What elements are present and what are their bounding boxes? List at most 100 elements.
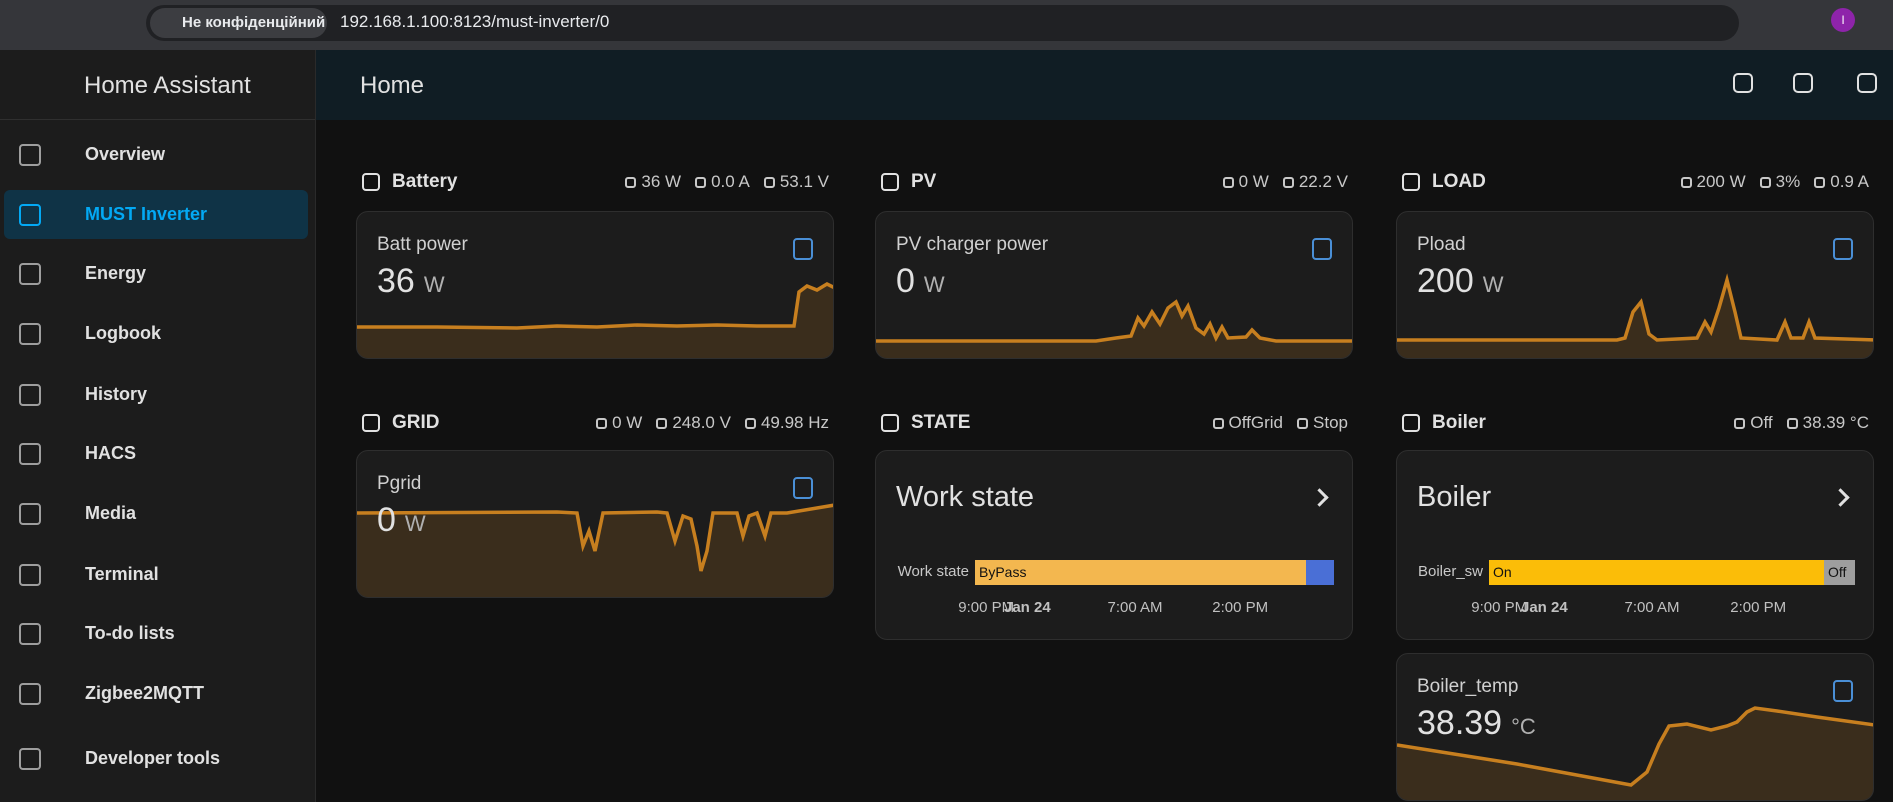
entity-card[interactable]: Pload 200 W: [1396, 211, 1874, 359]
card-icon: [1312, 238, 1332, 260]
nav-icon[interactable]: [19, 623, 41, 645]
badge[interactable]: 0.0 A: [695, 172, 750, 192]
nav-item[interactable]: History: [85, 384, 148, 404]
timeline-segment: Off: [1824, 560, 1855, 585]
sparkline: [357, 282, 833, 358]
badge[interactable]: 200 W: [1680, 172, 1746, 192]
header-icon[interactable]: [1857, 73, 1877, 93]
entity-card[interactable]: PV charger power 0 W: [875, 211, 1353, 359]
badges: 36 W 0.0 A 53.1 V: [506, 172, 829, 192]
badge[interactable]: Off: [1734, 413, 1773, 433]
section-title: LOAD: [1432, 171, 1486, 192]
section-title: Boiler: [1432, 412, 1486, 433]
badge[interactable]: 53.1 V: [763, 172, 829, 192]
url[interactable]: 192.168.1.100:8123/must-inverter/0: [340, 12, 610, 31]
entity-card[interactable]: Batt power 36 W: [356, 211, 834, 359]
sidebar-title: Home Assistant: [84, 72, 251, 99]
timeline-label: Work state: [897, 563, 969, 580]
sparkline-line: [357, 282, 833, 330]
nav-item[interactable]: Energy: [85, 263, 147, 283]
nav-item[interactable]: Zigbee2MQTT: [85, 683, 205, 703]
nav-item[interactable]: Terminal: [85, 564, 159, 584]
address-bar[interactable]: [146, 5, 1739, 41]
timeline-segment: On: [1489, 560, 1824, 585]
badge[interactable]: 49.98 Hz: [744, 413, 829, 433]
nav-icon[interactable]: [19, 503, 41, 525]
timeline-label: Boiler_sw: [1417, 563, 1483, 580]
history-title: Boiler: [1417, 481, 1492, 513]
timeline-bar: On Off: [1489, 560, 1855, 585]
card-value: 200: [1417, 262, 1474, 300]
card-value: 38.39: [1417, 704, 1503, 742]
timeline-segment-unlabeled: [1306, 560, 1334, 585]
timeline-segment: ByPass: [975, 560, 1306, 585]
card-name: Boiler_temp: [1417, 676, 1519, 697]
badge[interactable]: 0 W: [1222, 172, 1269, 192]
card-unit: °C: [1511, 714, 1536, 739]
page-title: Home: [360, 72, 425, 99]
card-name: PV charger power: [896, 234, 1049, 255]
badge[interactable]: 3%: [1759, 172, 1801, 192]
badge-icon: [1222, 176, 1234, 188]
nav-icon[interactable]: [19, 204, 41, 226]
timeline-axis-label: 9:00 PM: [1471, 599, 1528, 616]
badge[interactable]: 36 W: [625, 172, 681, 192]
badge[interactable]: 38.39 °C: [1786, 413, 1869, 433]
nav-icon[interactable]: [19, 323, 41, 345]
history-card[interactable]: Boiler Boiler_sw On Off 9:00 PM Jan 24 7:00 AM…: [1396, 450, 1874, 640]
card-unit: W: [404, 511, 426, 536]
badge[interactable]: 0 W: [596, 413, 642, 433]
timeline-axis-label: 7:00 AM: [1624, 599, 1680, 616]
entity-card[interactable]: Pgrid 0 W: [356, 450, 834, 598]
sparkline-fill: [1397, 708, 1873, 800]
nav-item[interactable]: Media: [85, 503, 137, 523]
card-unit: W: [1482, 272, 1504, 297]
security-chip[interactable]: [150, 8, 327, 38]
nav-item[interactable]: HACS: [85, 443, 137, 463]
badge[interactable]: 248.0 V: [656, 413, 731, 433]
badge[interactable]: 22.2 V: [1282, 172, 1348, 192]
badge-text: 0 W: [1238, 172, 1269, 191]
nav-icon[interactable]: [19, 384, 41, 406]
history-card[interactable]: Work state Work state ByPass 9:00 PM Jan 24 7…: [875, 450, 1353, 640]
section-icon: [1402, 414, 1420, 432]
badge-icon: [1734, 417, 1746, 429]
nav-icon[interactable]: [19, 564, 41, 586]
badge-text: 49.98 Hz: [760, 413, 829, 432]
badge-text: OffGrid: [1228, 413, 1284, 432]
nav-item[interactable]: Developer tools: [85, 748, 221, 768]
sparkline-fill: [876, 302, 1352, 358]
avatar[interactable]: I: [1831, 8, 1855, 32]
nav-item[interactable]: To-do lists: [85, 623, 175, 643]
badge[interactable]: 0.9 A: [1814, 172, 1869, 192]
nav-item[interactable]: Logbook: [85, 323, 161, 343]
nav-icon[interactable]: [19, 748, 41, 770]
sparkline: [357, 503, 833, 597]
sidebar: [0, 50, 316, 802]
badge[interactable]: OffGrid: [1212, 413, 1284, 433]
header-icon[interactable]: [1793, 73, 1813, 93]
badge-text: 36 W: [641, 172, 682, 191]
timeline-axis-label: Jan 24: [1520, 599, 1568, 616]
timeline-bar: ByPass: [975, 560, 1334, 585]
entity-card[interactable]: Boiler_temp 38.39 °C: [1396, 653, 1874, 801]
sidebar-divider: [0, 119, 315, 120]
nav-item[interactable]: Overview: [85, 144, 166, 164]
nav-icon[interactable]: [19, 683, 41, 705]
sparkline: [876, 299, 1352, 358]
badge-icon: [763, 176, 775, 188]
nav-item[interactable]: MUST Inverter: [85, 204, 208, 224]
sparkline-line: [1397, 273, 1873, 342]
badge-text: 0 W: [612, 413, 643, 432]
security-label[interactable]: Не конфіденційний: [182, 14, 326, 31]
badge-text: 3%: [1775, 172, 1801, 191]
nav-icon[interactable]: [19, 443, 41, 465]
header-icon[interactable]: [1733, 73, 1753, 93]
badge[interactable]: Stop: [1297, 413, 1348, 433]
badge-text: 22.2 V: [1298, 172, 1348, 191]
badge-icon: [596, 417, 608, 429]
nav-icon[interactable]: [19, 263, 41, 285]
nav-icon[interactable]: [19, 144, 41, 166]
badge-icon: [1297, 417, 1309, 429]
